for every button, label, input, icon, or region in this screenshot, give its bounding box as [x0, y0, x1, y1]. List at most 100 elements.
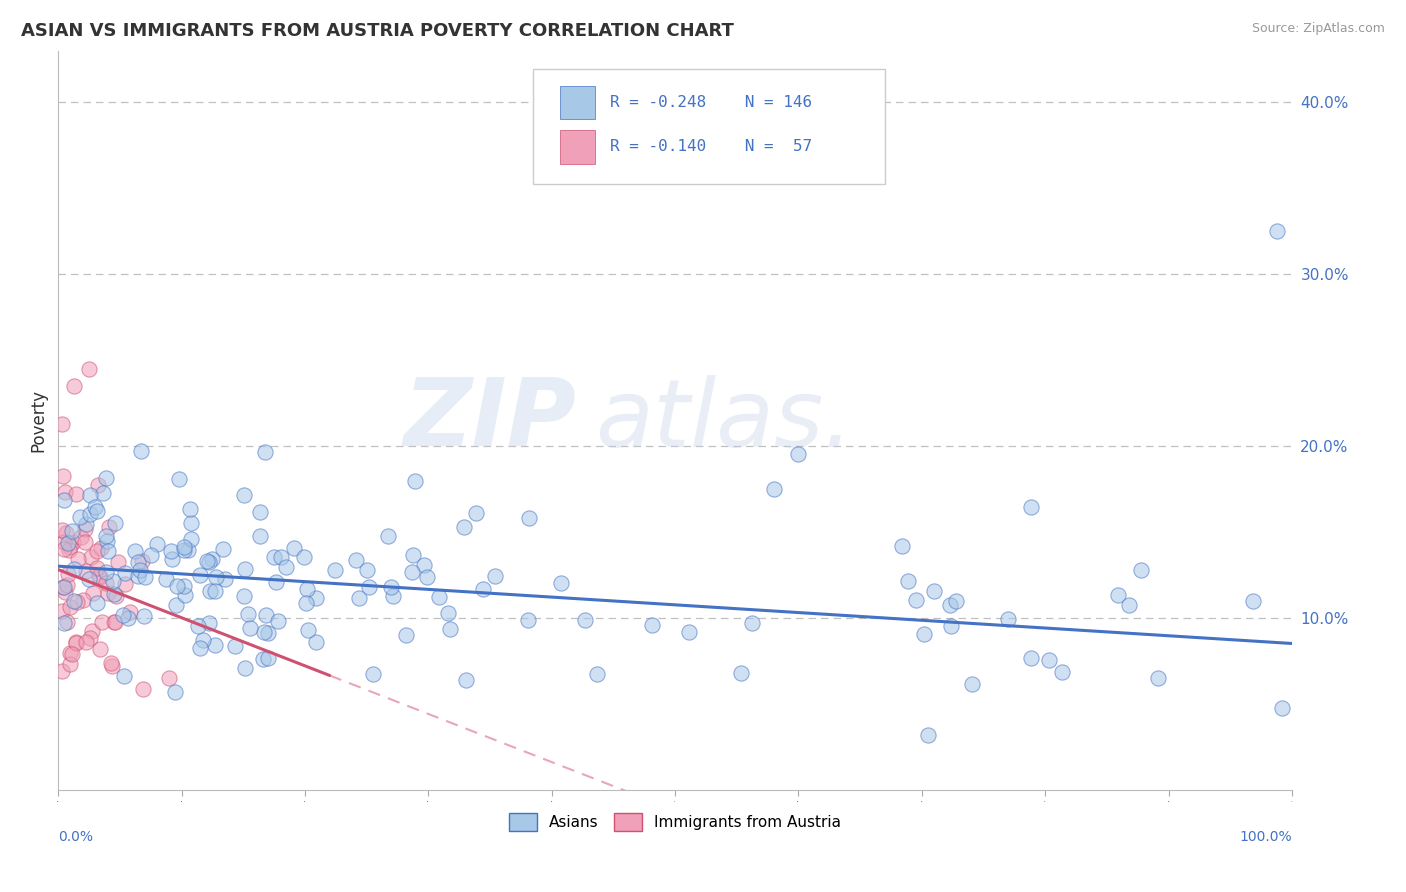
Point [70, 530, 93, 544]
Point [129, 443, 152, 458]
Point [232, 488, 254, 502]
Point [357, 580, 380, 594]
Point [56, 615, 79, 629]
Point [72, 593, 94, 607]
Point [91, 486, 114, 500]
Point [62, 535, 84, 549]
Point [104, 615, 127, 629]
Point [305, 591, 328, 605]
Point [163, 684, 186, 698]
Point [82, 586, 104, 600]
Point [104, 589, 127, 603]
Point [427, 591, 450, 605]
Point [157, 671, 180, 685]
Point [404, 474, 426, 488]
Point [465, 506, 488, 520]
Point [107, 555, 129, 569]
Point [283, 541, 305, 555]
Point [254, 445, 277, 459]
Point [53, 485, 76, 500]
Point [60, 524, 83, 538]
Point [77, 361, 100, 376]
Point [103, 587, 125, 601]
Point [233, 661, 256, 675]
Point [257, 625, 280, 640]
Point [114, 566, 136, 581]
Point [90, 615, 112, 630]
Point [82, 624, 104, 639]
Point [173, 543, 195, 558]
Point [67, 552, 90, 566]
Point [377, 529, 399, 543]
Point [94, 471, 117, 485]
Point [198, 555, 221, 569]
Point [60, 648, 83, 662]
Point [173, 540, 195, 554]
Point [516, 614, 538, 628]
Point [96, 534, 118, 549]
Point [75, 564, 97, 578]
Point [200, 584, 222, 599]
Point [180, 532, 202, 546]
Point [295, 596, 318, 610]
Point [267, 614, 290, 628]
Point [179, 501, 201, 516]
Point [253, 624, 276, 639]
Point [1019, 500, 1042, 514]
Point [59, 599, 82, 614]
Text: R = -0.140    N =  57: R = -0.140 N = 57 [610, 139, 811, 154]
Point [471, 582, 494, 596]
Text: Source: ZipAtlas.com: Source: ZipAtlas.com [1251, 22, 1385, 36]
Point [274, 559, 297, 574]
Point [439, 622, 461, 636]
Point [361, 666, 384, 681]
Point [201, 551, 224, 566]
Point [52, 534, 75, 549]
Point [730, 666, 752, 681]
FancyBboxPatch shape [533, 70, 884, 184]
Text: R = -0.248    N = 146: R = -0.248 N = 146 [610, 95, 811, 110]
Point [52, 580, 75, 594]
Point [891, 540, 914, 554]
Point [62, 562, 84, 576]
Point [1050, 665, 1073, 679]
Point [166, 579, 188, 593]
Legend: Asians, Immigrants from Austria: Asians, Immigrants from Austria [503, 806, 846, 838]
Point [65, 487, 87, 501]
Point [356, 564, 378, 578]
Point [195, 553, 218, 567]
Point [224, 639, 246, 653]
Point [65, 635, 87, 649]
Point [131, 682, 153, 697]
Point [79, 631, 101, 645]
Point [173, 579, 195, 593]
Point [160, 552, 183, 566]
Text: atlas.: atlas. [595, 375, 853, 466]
Point [117, 611, 139, 625]
Point [100, 659, 122, 673]
Point [94, 576, 117, 591]
Point [1147, 671, 1170, 685]
Point [235, 562, 257, 576]
Point [112, 669, 135, 683]
Point [51, 603, 73, 617]
Point [382, 589, 405, 603]
Point [89, 641, 111, 656]
Point [264, 575, 287, 590]
Point [155, 572, 177, 586]
Point [402, 549, 425, 563]
Point [197, 616, 219, 631]
Point [574, 613, 596, 627]
Point [83, 500, 105, 515]
Point [96, 543, 118, 558]
Point [86, 561, 108, 575]
Point [204, 570, 226, 584]
Point [80, 549, 103, 564]
Point [141, 549, 163, 563]
Point [204, 583, 226, 598]
Point [252, 652, 274, 666]
Point [55, 525, 77, 540]
Point [1019, 651, 1042, 665]
Point [256, 650, 278, 665]
Point [51, 417, 73, 431]
